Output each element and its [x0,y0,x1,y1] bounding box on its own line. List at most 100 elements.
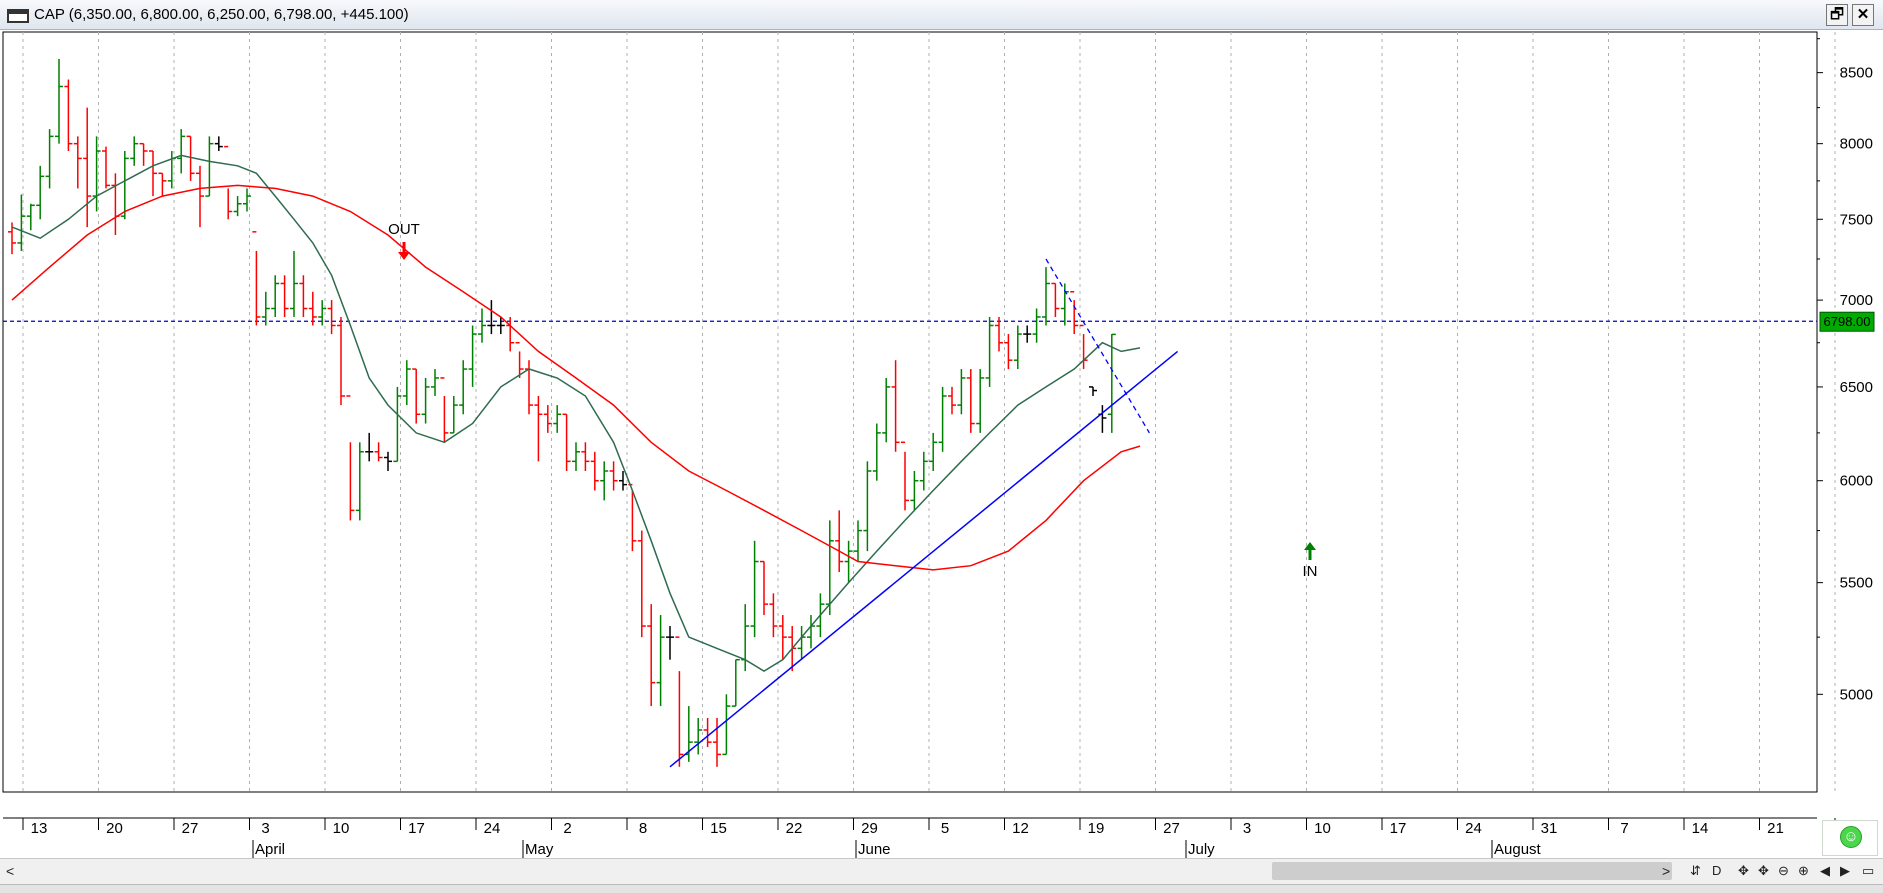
ohlc-bar [995,316,1003,352]
chart-window-icon [7,9,29,23]
date-tick-label: 2 [563,820,571,837]
zoom-out-icon[interactable]: ⊖ [1778,863,1789,878]
ohlc-bar [769,593,778,638]
ohlc-bar [722,694,731,756]
ohlc-bar [666,626,674,660]
annotation-label: IN [1303,563,1318,580]
ohlc-bar [929,432,938,471]
price-tick-label: 5000 [1840,686,1873,703]
ohlc-bar [205,136,214,197]
ohlc-bar [713,717,721,767]
period-daily-icon[interactable]: D [1712,863,1722,878]
up-arrow-icon [1304,542,1316,550]
crosshair-icon[interactable]: ✥ [1738,863,1749,878]
ohlc-bar [844,540,853,583]
trendlines [669,258,1179,768]
ohlc-bar [882,377,891,443]
ohlc-bar [1107,333,1116,433]
ohlc-bar [45,129,54,189]
chart-area[interactable]: 5000 5500 6000 6500 7000 7500 8000 8500 13 20 27 3… [0,30,1883,862]
ohlc-bar [487,300,496,335]
down-arrow-icon [398,252,410,260]
ohlc-bar [431,369,439,396]
ohlc-bar [243,188,251,212]
ohlc-bar [17,194,26,251]
ohlc-bar [1004,334,1013,370]
ohlc-bar [261,291,270,326]
ohlc-bar [948,386,956,415]
scroll-left-arrow-icon[interactable]: < [6,863,15,879]
ohlc-bar [966,369,975,433]
ohlc-bar [478,308,486,343]
restore-button[interactable]: 🗗 [1826,4,1848,26]
ohlc-bar [55,58,63,144]
date-tick-label: 8 [639,820,647,837]
horizontal-scrollbar[interactable]: < > ⇵ D ✥ ✥ ⊖ ⊕ ◀ ▶ ▭ [0,858,1883,885]
price-axis: 5000 5500 6000 6500 7000 7500 8000 8500 [1817,38,1873,703]
ohlc-bar [102,146,110,189]
ohlc-bar [120,151,129,220]
ohlc-bar [731,658,740,707]
panel-icon[interactable]: ▭ [1862,863,1875,878]
date-tick-label: 15 [710,820,727,837]
zoom-in-icon[interactable]: ⊕ [1798,863,1809,878]
ohlc-bar [750,540,759,638]
ohlc-bar [553,405,562,433]
ohlc-bar [637,530,646,638]
date-tick-label: 27 [1163,820,1180,837]
smiley-icon: ☺ [1840,826,1862,848]
ohlc-bar [1013,325,1022,370]
price-tick-label: 5500 [1840,575,1873,592]
scroll-right-arrow-icon[interactable]: > [1662,863,1671,879]
annotation-in: IN [1303,542,1318,580]
last-price-box [1819,311,1875,332]
date-tick-label: 19 [1088,820,1105,837]
ohlc-bar [656,615,665,707]
ohlc-bar [139,142,148,166]
ohlc-bar [1023,325,1032,343]
ohlc-bar [515,341,524,378]
autoscale-icon[interactable]: ⇵ [1690,863,1701,878]
scrollbar-thumb[interactable] [1272,862,1672,880]
ohlc-bar [384,451,392,471]
price-tick-label: 7000 [1840,292,1873,309]
price-tick-label: 6000 [1840,473,1873,490]
month-label: June [858,841,891,858]
ohlc-bar [158,172,167,197]
ohlc-bar [196,165,204,228]
date-tick-label: 5 [941,820,949,837]
ohlc-bar [985,316,994,387]
status-indicator[interactable]: ☺ [1822,820,1878,856]
support-trendline [669,350,1179,768]
ohlc-bar [572,442,580,471]
ohlc-bar [402,360,411,406]
annotation-label: OUT [388,221,420,238]
date-axis: 13 20 27 3 10 17 24 2 8 15 22 29 5 12 19 27 3 10 17 24 31 7 14… [22,818,1859,862]
scroll-back-icon[interactable]: ◀ [1820,863,1830,878]
ohlc-bar [919,451,928,491]
fast-moving-average-line [11,154,1141,672]
ohlc-bar [440,377,449,443]
ohlc-bar [224,145,233,220]
ohlc-bar [468,325,477,387]
ohlc-bar [581,442,590,471]
ohlc-bar [1042,267,1050,326]
scroll-forward-icon[interactable]: ▶ [1840,863,1850,878]
ohlc-bar [374,442,383,462]
ohlc-bar [26,203,35,231]
moving-averages [11,154,1141,672]
date-tick-label: 13 [31,820,48,837]
ohlc-bar [308,291,317,326]
date-tick-label: 31 [1541,820,1558,837]
ohlc-bar [600,461,609,501]
ohlc-bar [280,275,289,317]
month-label: April [255,841,285,858]
ohlc-bar [835,510,844,573]
ohlc-bar [496,316,505,335]
slow-moving-average-line [11,184,1141,571]
month-label: July [1188,841,1215,858]
pan-icon[interactable]: ✥ [1758,863,1769,878]
status-bar [0,884,1883,893]
close-button[interactable]: ✕ [1852,4,1874,26]
